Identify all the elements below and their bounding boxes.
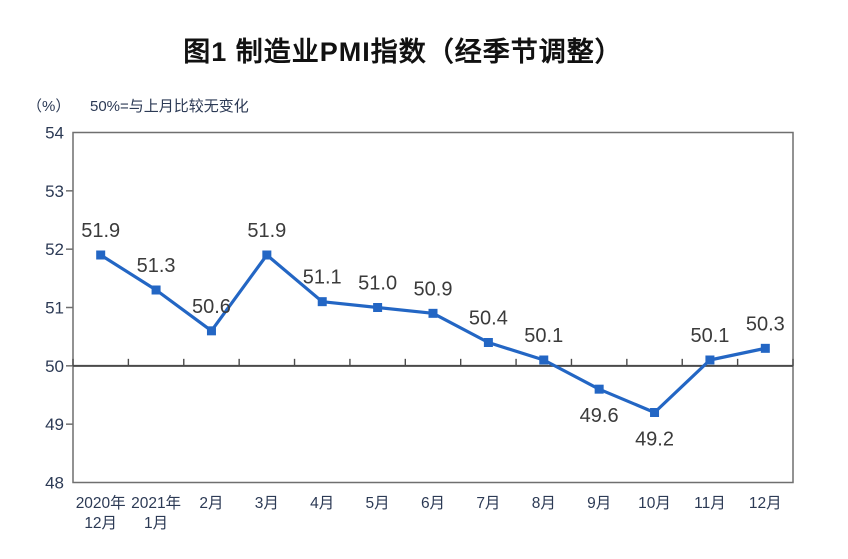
series-points [96,250,770,417]
y-axis-tick-label: 54 [45,124,64,143]
y-axis-tick-label: 51 [45,299,64,318]
x-axis-tick-label: 2021年 [131,494,181,512]
data-point-marker [96,250,106,260]
data-point-marker [262,250,272,260]
data-point-marker [151,285,161,295]
y-axis-tick-label: 53 [45,182,64,201]
data-label: 51.3 [137,255,176,277]
data-label: 50.3 [746,313,785,335]
data-label: 50.1 [690,325,729,347]
data-label: 51.9 [247,220,286,242]
data-label: 49.2 [635,429,674,451]
chart-subtitle-note: 50%=与上月比较无变化 [90,98,249,115]
data-labels: 51.9 51.3 50.6 51.9 51.1 51.0 50.9 50.4 50.1 49.6… [81,220,785,451]
x-axis-tick-label: 11月 [694,495,726,512]
x-axis-tick-label: 4月 [310,495,334,512]
y-axis: 48 49 50 51 52 53 54 [45,124,73,493]
x-axis-tick-label: 2020年 [76,494,126,512]
x-axis-tick-label: 9月 [587,495,611,512]
data-label: 50.9 [414,278,453,300]
data-label: 50.4 [469,308,508,330]
data-label: 51.9 [81,220,120,242]
data-point-marker [650,408,660,417]
x-axis-tick-label: 3月 [255,495,279,512]
y-axis-unit-label: （%） [27,98,71,115]
data-point-marker [594,384,604,394]
x-axis-tick-label: 1月 [144,515,168,532]
x-axis-tick-label: 5月 [366,495,390,512]
data-label: 49.6 [580,405,619,427]
x-axis-tick-label: 12月 [84,515,117,532]
y-axis-tick-label: 50 [45,357,64,376]
data-point-marker [373,303,383,312]
x-axis-tick-label: 8月 [532,495,556,512]
data-point-marker [428,308,438,318]
data-point-marker [760,343,770,353]
y-axis-tick-label: 49 [45,415,64,434]
chart-title: 图1 制造业PMI指数（经季节调整） [183,37,623,67]
x-axis-labels: 2020年 12月 2021年 1月 2月 3月 4月 5月 6月 7月 8月 9月 10月 11月 12月 [76,494,782,532]
data-label: 51.0 [358,273,397,295]
y-axis-tick-label: 48 [45,474,64,493]
x-axis-tick-label: 10月 [638,495,671,512]
data-point-marker [539,355,549,365]
x-axis-tick-label: 12月 [749,495,782,512]
y-axis-tick-label: 52 [45,240,64,259]
data-point-marker [206,326,216,336]
data-point-marker [705,355,715,365]
data-point-marker [317,297,327,307]
data-label: 50.6 [192,296,231,318]
x-axis-tick-label: 2月 [199,495,223,512]
data-point-marker [483,338,493,347]
data-label: 51.1 [303,267,342,289]
x-axis-tick-label: 6月 [421,495,445,512]
reference-line-50 [72,358,794,367]
x-axis-tick-label: 7月 [476,495,500,512]
data-label: 50.1 [524,325,563,347]
